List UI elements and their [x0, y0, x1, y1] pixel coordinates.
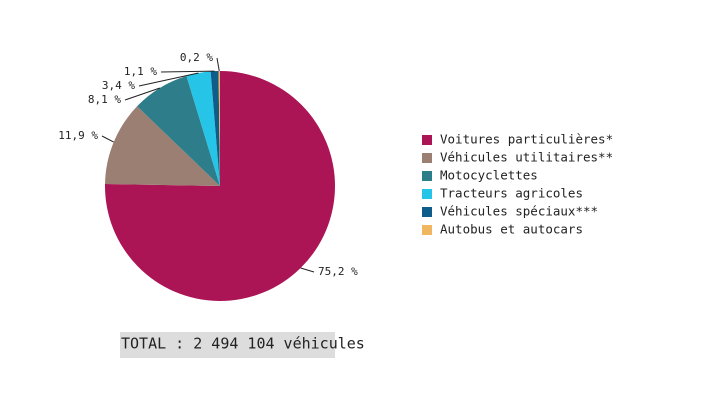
data-label: 0,2 % [180, 51, 213, 64]
data-label: 8,1 % [88, 93, 121, 106]
total-box [120, 332, 335, 358]
total-label: TOTAL : 2 494 104 véhicules [121, 335, 365, 353]
legend-label: Voitures particulières* [440, 132, 613, 147]
leader-line [216, 57, 220, 72]
legend-swatch [422, 189, 432, 199]
pie-slice [218, 71, 220, 186]
legend-label: Autobus et autocars [440, 222, 583, 237]
legend-swatch [422, 207, 432, 217]
pie-slice [210, 71, 220, 186]
data-label: 3,4 % [102, 79, 135, 92]
leader-line [124, 87, 161, 101]
data-label: 11,9 % [58, 129, 98, 142]
leader-line [101, 135, 114, 143]
pie-slice [105, 106, 220, 186]
legend-label: Motocyclettes [440, 168, 538, 183]
legend-swatch [422, 225, 432, 235]
legend-label: Tracteurs agricoles [440, 186, 583, 201]
legend-swatch [422, 153, 432, 163]
legend-label: Véhicules utilitaires** [440, 150, 613, 165]
pie-slice [137, 75, 220, 186]
legend-label: Véhicules spéciaux*** [440, 204, 598, 219]
data-label: 1,1 % [124, 65, 157, 78]
leader-line [300, 267, 315, 273]
legend-swatch [422, 171, 432, 181]
legend-swatch [422, 135, 432, 145]
pie-slice [104, 71, 335, 302]
leader-line [138, 72, 199, 87]
leader-line [160, 70, 215, 73]
data-label: 75,2 % [318, 265, 358, 278]
pie-slice [186, 71, 220, 186]
